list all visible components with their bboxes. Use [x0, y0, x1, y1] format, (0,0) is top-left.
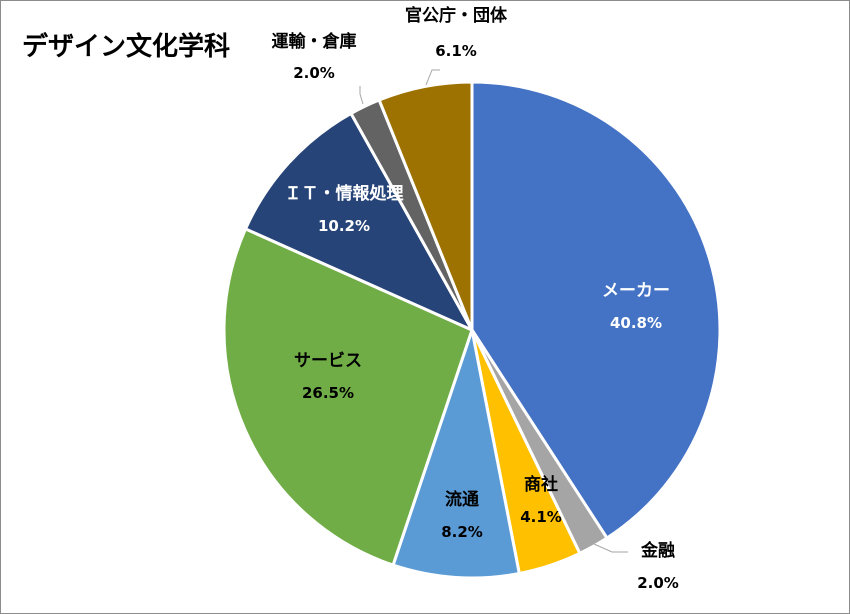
- leader-lines: [359, 69, 628, 553]
- slice-value-label: 10.2%: [318, 217, 370, 235]
- slice-value-label: 26.5%: [302, 384, 354, 402]
- slice-label: 運輸・倉庫: [272, 31, 357, 52]
- slice-value-label: 8.2%: [441, 523, 483, 541]
- slice-value-label: 6.1%: [435, 42, 477, 60]
- pie-slice: [222, 227, 474, 567]
- slice-value-label: 2.0%: [637, 574, 679, 592]
- slice-label: 商社: [524, 474, 558, 495]
- pie-slice: [391, 328, 521, 580]
- slice-label: 官公庁・団体: [405, 5, 508, 26]
- slice-label: 流通: [445, 489, 479, 510]
- slice-value-label: 40.8%: [610, 314, 662, 332]
- slice-value-label: 4.1%: [520, 508, 562, 526]
- slice-value-label: 2.0%: [293, 64, 335, 82]
- slice-label: メーカー: [602, 281, 670, 301]
- pie-slices: [222, 80, 722, 580]
- leader-line: [593, 543, 628, 553]
- chart-title: デザイン文化学科: [22, 32, 231, 62]
- slice-label: ＩＴ・情報処理: [285, 183, 404, 204]
- slice-label: 金融: [640, 540, 675, 561]
- pie-slice: [377, 80, 474, 332]
- data-labels: メーカー 40.8% 金融 2.0% 商社 4.1% 流通 8.2% サービス 26.5% ＩＴ・情…: [272, 5, 679, 592]
- leader-line: [425, 69, 440, 86]
- leader-line: [359, 86, 364, 105]
- slice-label: サービス: [294, 351, 362, 371]
- pie-slice: [244, 111, 474, 332]
